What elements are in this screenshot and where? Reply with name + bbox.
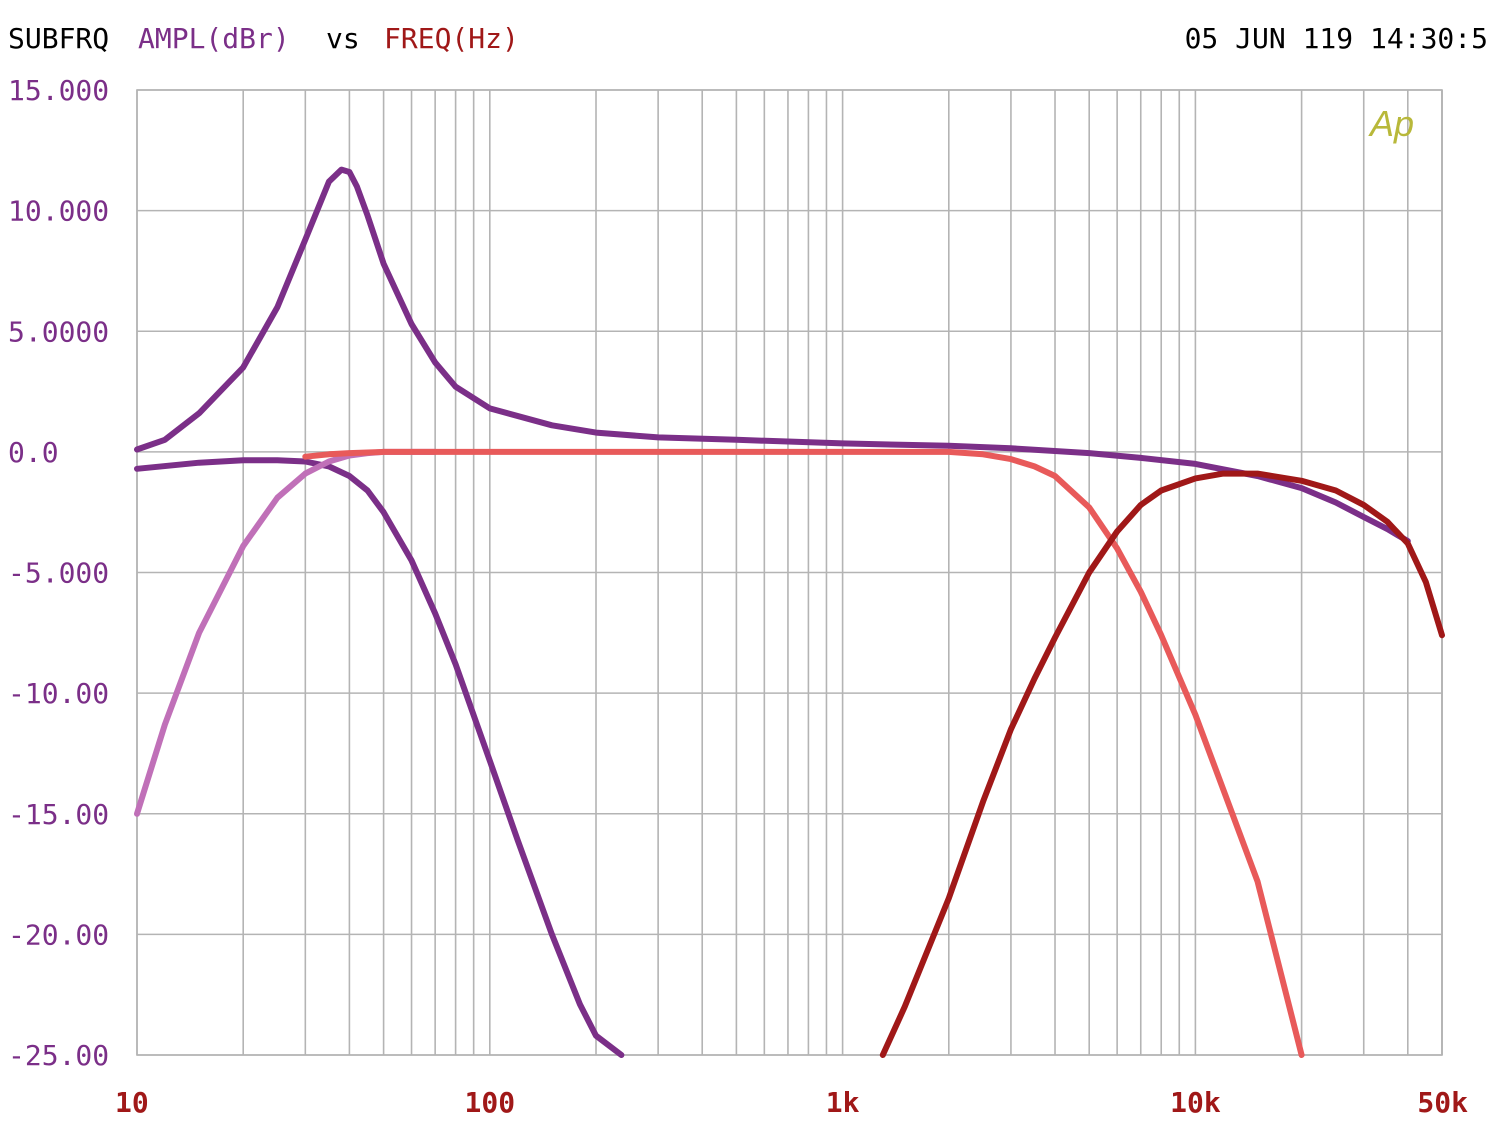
y-tick-label: -5.000 [8, 557, 109, 590]
ap-logo: Ap [1368, 103, 1414, 144]
series-line-4 [302, 448, 1305, 1058]
y-tick-label: -20.00 [8, 918, 109, 951]
x-tick-label: 10 [115, 1086, 149, 1119]
series-line-2 [134, 457, 625, 1058]
series-group [134, 166, 1445, 1058]
y-tick-label: -25.00 [8, 1039, 109, 1072]
series-line-5 [879, 470, 1445, 1058]
vs-label: vs [326, 22, 360, 55]
y-tick-label: 5.0000 [8, 315, 109, 348]
x-tick-label: 50k [1417, 1086, 1468, 1119]
grid [136, 89, 1443, 1056]
x-tick-label: 100 [465, 1086, 516, 1119]
x-tick-label: 10k [1170, 1086, 1221, 1119]
x-tick-label: 1k [826, 1086, 860, 1119]
y-tick-label: 15.000 [8, 74, 109, 107]
y-tick-label: 0.0 [8, 436, 59, 469]
timestamp: 05 JUN 119 14:30:5 [1185, 22, 1488, 55]
y-quantity-label: AMPL(dBr) [138, 22, 290, 55]
plot-frame [136, 89, 1443, 1056]
x-axis-ticks: 10 100 1k 10k 50k [115, 1086, 1468, 1119]
y-tick-label: -10.00 [8, 677, 109, 710]
y-tick-label: -15.00 [8, 798, 109, 831]
x-quantity-label: FREQ(Hz) [384, 22, 519, 55]
y-tick-label: 10.000 [8, 195, 109, 228]
title-prefix: SUBFRQ [8, 22, 109, 55]
y-axis-ticks: 15.000 10.000 5.0000 0.0 -5.000 -10.00 -15.00 -… [8, 74, 109, 1072]
